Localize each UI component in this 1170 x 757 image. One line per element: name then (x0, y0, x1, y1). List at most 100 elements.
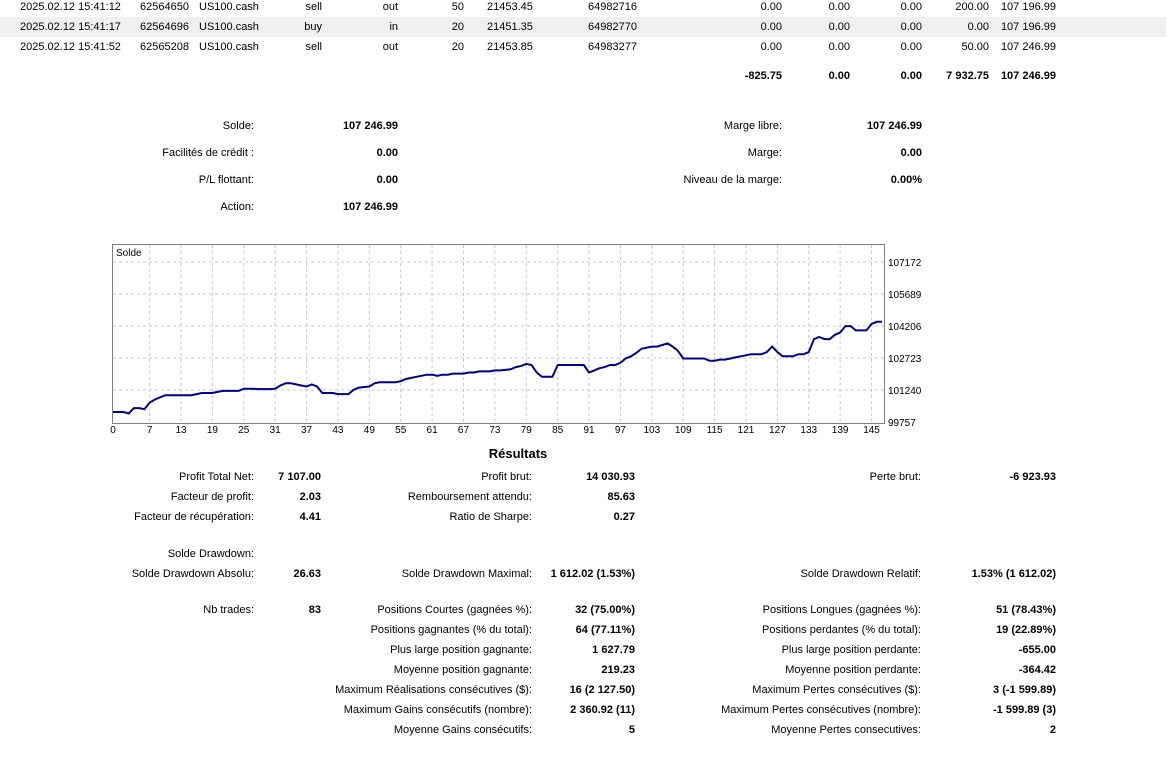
perte-brut-value: -6 923.93 (1009, 471, 1056, 483)
deal-symbol: US100.cash (199, 41, 259, 53)
deal-fee: 0.00 (828, 21, 850, 33)
deal-order: 64982770 (588, 21, 637, 33)
x-tick-label: 85 (552, 425, 564, 436)
max-realisations-label: Maximum Réalisations consécutives ($): (335, 684, 532, 696)
credit-value: 0.00 (376, 147, 398, 159)
x-tick-label: 109 (675, 425, 692, 436)
marge-libre-label: Marge libre: (723, 120, 782, 132)
x-tick-label: 0 (110, 425, 116, 436)
profit-total-net-label: Profit Total Net: (179, 471, 254, 483)
x-tick-label: 13 (175, 425, 187, 436)
marge-value: 0.00 (900, 147, 922, 159)
x-tick-label: 61 (427, 425, 439, 436)
deal-volume: 50 (451, 1, 464, 13)
deal-profit: 50.00 (961, 41, 989, 53)
x-tick-label: 37 (301, 425, 313, 436)
drawdown-maximal-label: Solde Drawdown Maximal: (401, 568, 532, 580)
moyenne-gains-consecutifs-value: 5 (628, 724, 635, 736)
x-tick-label: 25 (238, 425, 250, 436)
profit-total-net-value: 7 107.00 (278, 471, 321, 483)
moyenne-perdante-value: -364.42 (1018, 664, 1056, 676)
x-tick-label: 91 (583, 425, 595, 436)
deal-time: 2025.02.12 15:41:17 (20, 21, 121, 33)
table-row[interactable]: 2025.02.12 15:41:17 62564696 US100.cash buy… (0, 17, 1166, 37)
nb-trades-label: Nb trades: (203, 604, 254, 616)
deal-commission: 0.00 (760, 1, 782, 13)
solde-drawdown-label: Solde Drawdown: (167, 548, 254, 560)
moyenne-perdante-label: Moyenne position perdante: (785, 664, 921, 676)
credit-label: Facilités de crédit : (162, 147, 254, 159)
deal-balance: 107 246.99 (1000, 41, 1056, 53)
deal-price: 21453.45 (487, 1, 533, 13)
niveau-marge-label: Niveau de la marge: (683, 174, 782, 186)
facteur-recuperation-value: 4.41 (299, 511, 321, 523)
facteur-recuperation-label: Facteur de récupération: (134, 511, 254, 523)
moyenne-gagnante-label: Moyenne position gagnante: (393, 664, 532, 676)
solde-label: Solde: (222, 120, 254, 132)
max-gains-nombre-label: Maximum Gains consécutifs (nombre): (343, 704, 532, 716)
positions-gagnantes-label: Positions gagnantes (% du total): (370, 624, 532, 636)
total-commission: -825.75 (744, 70, 782, 82)
drawdown-relatif-label: Solde Drawdown Relatif: (800, 568, 921, 580)
moyenne-gains-consecutifs-label: Moyenne Gains consécutifs: (393, 724, 532, 736)
sharpe-label: Ratio de Sharpe: (449, 511, 532, 523)
chart-title: Solde (116, 248, 142, 259)
deal-volume: 20 (451, 21, 464, 33)
results-title: Résultats (488, 446, 548, 461)
balance-chart-svg: 107172 105689 104206 102723 101240 99757 0 7 13 1… (110, 245, 922, 436)
x-tick-label: 79 (521, 425, 533, 436)
x-tick-label: 7 (147, 425, 153, 436)
sharpe-value: 0.27 (613, 511, 635, 523)
positions-longues-label: Positions Longues (gagnées %): (762, 604, 921, 616)
deal-balance: 107 196.99 (1000, 1, 1056, 13)
x-tick-label: 139 (832, 425, 849, 436)
deal-price: 21453.85 (487, 41, 533, 53)
positions-courtes-label: Positions Courtes (gagnées %): (377, 604, 532, 616)
drawdown-absolu-value: 26.63 (293, 568, 321, 580)
drawdown-absolu-label: Solde Drawdown Absolu: (131, 568, 254, 580)
max-realisations-value: 16 (2 127.50) (569, 684, 635, 696)
deal-fee: 0.00 (828, 1, 850, 13)
table-row[interactable]: 2025.02.12 15:41:52 62565208 US100.cash sel… (0, 37, 1166, 57)
drawdown-relatif-value: 1.53% (1 612.02) (971, 568, 1056, 580)
deal-commission: 0.00 (760, 21, 782, 33)
pl-flottant-value: 0.00 (376, 174, 398, 186)
perte-brut-label: Perte brut: (869, 471, 921, 483)
x-tick-label: 121 (738, 425, 755, 436)
positions-longues-value: 51 (78.43%) (996, 604, 1056, 616)
positions-perdantes-value: 19 (22.89%) (996, 624, 1056, 636)
action-label: Action: (220, 201, 254, 213)
remboursement-label: Remboursement attendu: (407, 491, 532, 503)
deal-commission: 0.00 (760, 41, 782, 53)
niveau-marge-value: 0.00% (890, 174, 922, 186)
marge-libre-value: 107 246.99 (866, 120, 922, 132)
deal-profit: 0.00 (967, 21, 989, 33)
deal-symbol: US100.cash (199, 1, 259, 13)
plus-large-gagnante-label: Plus large position gagnante: (390, 644, 532, 656)
balance-series-line (113, 320, 882, 415)
solde-value: 107 246.99 (342, 120, 398, 132)
positions-gagnantes-value: 64 (77.11%) (575, 624, 635, 636)
deal-swap: 0.00 (900, 21, 922, 33)
x-tick-label: 49 (364, 425, 376, 436)
x-tick-label: 103 (643, 425, 660, 436)
total-swap: 0.00 (900, 70, 922, 82)
deal-swap: 0.00 (900, 1, 922, 13)
marge-label: Marge: (747, 147, 782, 159)
x-tick-label: 19 (207, 425, 219, 436)
x-tick-label: 97 (615, 425, 627, 436)
deal-price: 21451.35 (487, 21, 533, 33)
max-pertes-value: 3 (-1 599.89) (993, 684, 1056, 696)
x-tick-label: 43 (332, 425, 344, 436)
positions-perdantes-label: Positions perdantes (% du total): (762, 624, 921, 636)
drawdown-maximal-value: 1 612.02 (1.53%) (550, 568, 635, 580)
deal-volume: 20 (451, 41, 464, 53)
deal-fee: 0.00 (828, 41, 850, 53)
balance-chart (112, 244, 885, 424)
y-tick-label: 102723 (888, 354, 922, 365)
x-tick-label: 67 (458, 425, 470, 436)
total-balance: 107 246.99 (1000, 70, 1056, 82)
deal-direction: out (382, 1, 398, 13)
deal-type: sell (305, 1, 322, 13)
table-row[interactable]: 2025.02.12 15:41:12 62564650 US100.cash sel… (0, 0, 1166, 17)
